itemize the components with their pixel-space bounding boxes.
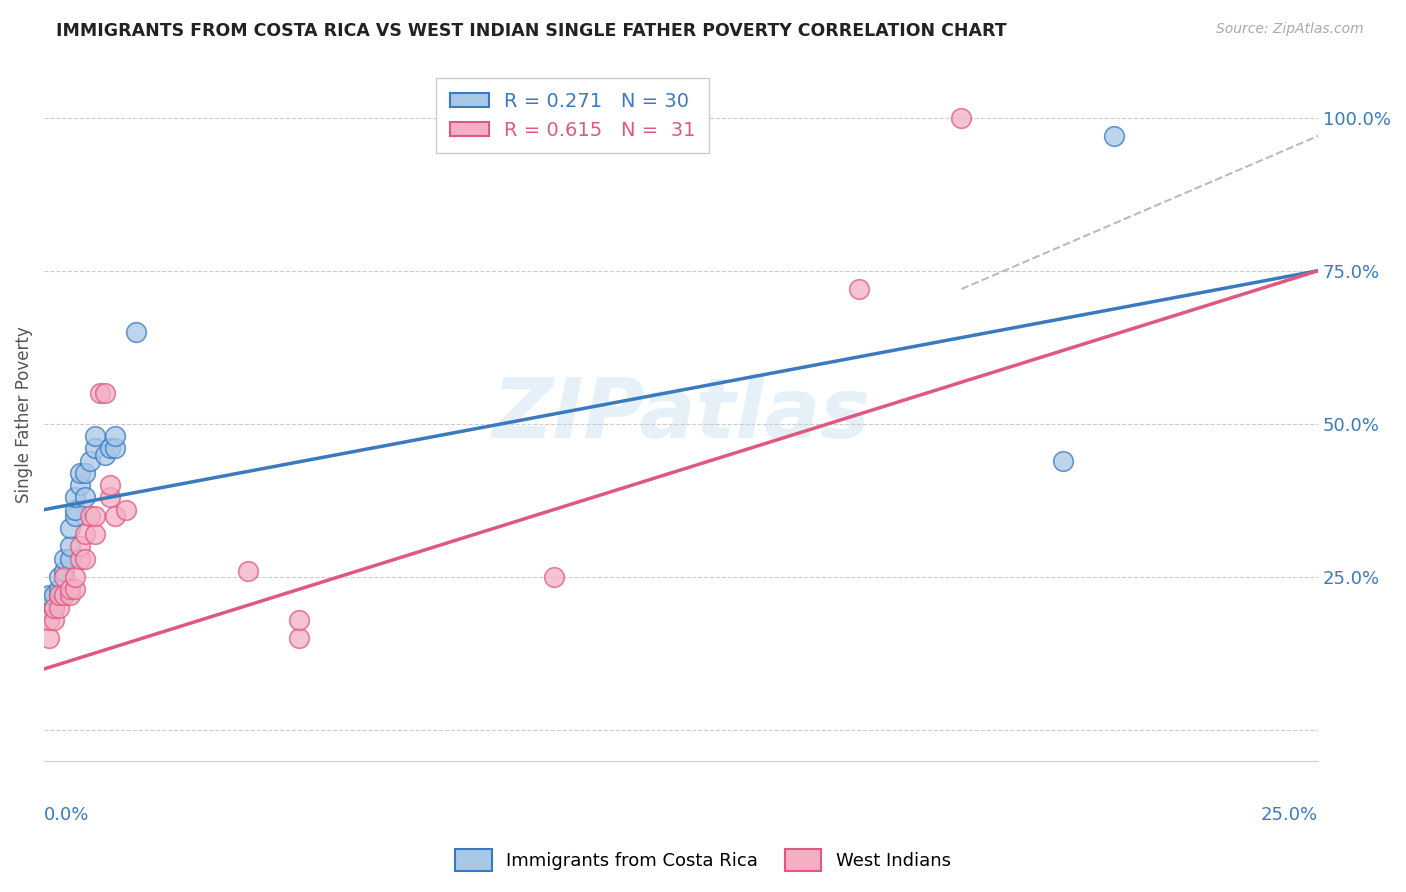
- Point: [236, 564, 259, 578]
- Point: [38, 589, 60, 603]
- Point: [73, 491, 96, 505]
- Point: [73, 551, 96, 566]
- Point: [58, 589, 80, 603]
- Point: [288, 632, 311, 646]
- Point: [48, 570, 70, 584]
- Point: [38, 600, 60, 615]
- Point: [58, 521, 80, 535]
- Point: [69, 540, 91, 554]
- Y-axis label: Single Father Poverty: Single Father Poverty: [15, 326, 32, 503]
- Point: [63, 570, 86, 584]
- Point: [44, 600, 66, 615]
- Legend: R = 0.271   N = 30, R = 0.615   N =  31: R = 0.271 N = 30, R = 0.615 N = 31: [436, 78, 709, 153]
- Point: [73, 466, 96, 480]
- Point: [38, 632, 60, 646]
- Point: [53, 589, 76, 603]
- Point: [288, 613, 311, 627]
- Point: [48, 582, 70, 597]
- Point: [48, 589, 70, 603]
- Point: [543, 570, 565, 584]
- Point: [69, 478, 91, 492]
- Point: [58, 582, 80, 597]
- Point: [38, 613, 60, 627]
- Point: [48, 600, 70, 615]
- Legend: Immigrants from Costa Rica, West Indians: Immigrants from Costa Rica, West Indians: [449, 842, 957, 879]
- Point: [98, 442, 121, 456]
- Point: [53, 570, 76, 584]
- Point: [58, 540, 80, 554]
- Point: [79, 508, 101, 523]
- Point: [69, 466, 91, 480]
- Point: [94, 386, 117, 401]
- Point: [98, 478, 121, 492]
- Point: [1104, 128, 1126, 143]
- Point: [44, 613, 66, 627]
- Point: [84, 508, 107, 523]
- Point: [950, 111, 973, 125]
- Point: [53, 551, 76, 566]
- Point: [69, 551, 91, 566]
- Point: [104, 442, 127, 456]
- Text: 0.0%: 0.0%: [44, 805, 90, 824]
- Point: [73, 527, 96, 541]
- Point: [98, 491, 121, 505]
- Point: [104, 508, 127, 523]
- Point: [79, 453, 101, 467]
- Point: [84, 527, 107, 541]
- Point: [848, 282, 870, 296]
- Point: [84, 429, 107, 443]
- Point: [44, 600, 66, 615]
- Point: [104, 429, 127, 443]
- Point: [63, 582, 86, 597]
- Point: [89, 386, 111, 401]
- Point: [94, 448, 117, 462]
- Text: ZIPatlas: ZIPatlas: [492, 374, 870, 455]
- Point: [53, 564, 76, 578]
- Point: [63, 508, 86, 523]
- Point: [1052, 453, 1074, 467]
- Point: [125, 325, 148, 339]
- Point: [48, 589, 70, 603]
- Point: [63, 502, 86, 516]
- Text: IMMIGRANTS FROM COSTA RICA VS WEST INDIAN SINGLE FATHER POVERTY CORRELATION CHAR: IMMIGRANTS FROM COSTA RICA VS WEST INDIA…: [56, 22, 1007, 40]
- Point: [44, 589, 66, 603]
- Text: Source: ZipAtlas.com: Source: ZipAtlas.com: [1216, 22, 1364, 37]
- Text: 25.0%: 25.0%: [1261, 805, 1319, 824]
- Point: [84, 442, 107, 456]
- Point: [53, 589, 76, 603]
- Point: [114, 502, 136, 516]
- Point: [58, 551, 80, 566]
- Point: [63, 491, 86, 505]
